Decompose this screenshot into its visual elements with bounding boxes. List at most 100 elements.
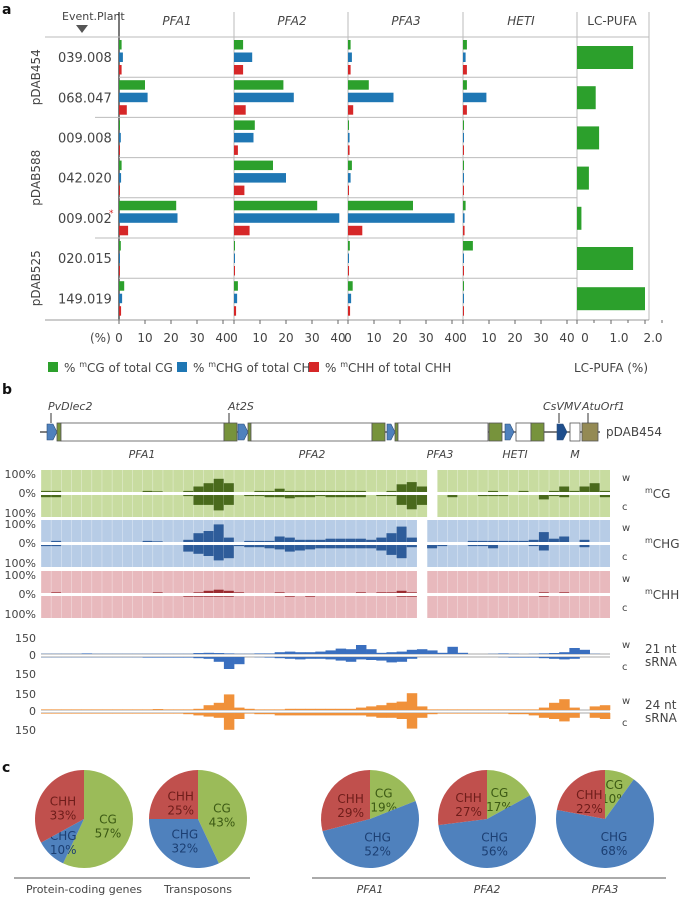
srna-bar-c bbox=[518, 657, 530, 658]
methylation-bar-c bbox=[203, 495, 214, 505]
srna-label-line2: sRNA bbox=[645, 711, 678, 725]
x-tick-label: 0 bbox=[115, 331, 123, 345]
pie-title: Protein-coding genes bbox=[26, 883, 142, 896]
srna-bar-w bbox=[101, 709, 113, 710]
y-label-bottom: 100% bbox=[5, 557, 36, 570]
srna-bar-c bbox=[345, 657, 357, 662]
x-tick-label: 30 bbox=[418, 331, 433, 345]
srna-bar-w bbox=[549, 653, 560, 654]
bar-pfa1-chh bbox=[119, 105, 127, 115]
srna-bar-c bbox=[223, 657, 235, 669]
y-label-top: 100% bbox=[5, 518, 36, 531]
bar-pfa3-chh bbox=[348, 266, 349, 276]
srna-bar-c bbox=[91, 713, 103, 714]
pie-slice-chh bbox=[556, 770, 605, 819]
pie-label-chh: CHH bbox=[455, 791, 481, 805]
panel-letter-a: a bbox=[2, 2, 11, 18]
methylation-bar-c bbox=[315, 495, 326, 497]
srna-bar-c bbox=[81, 713, 93, 714]
methylation-bar-w bbox=[274, 536, 285, 542]
srna-bar-c bbox=[193, 713, 204, 716]
methylation-bar-c bbox=[274, 545, 285, 550]
methylation-bar-w bbox=[345, 538, 356, 542]
srna-bar-c bbox=[305, 657, 316, 659]
srna-bar-c bbox=[284, 713, 296, 716]
pie-slice-chg bbox=[438, 795, 536, 868]
pie-slice-chg bbox=[322, 800, 419, 868]
methylation-bar-w bbox=[355, 538, 367, 542]
methylation-bar-w bbox=[183, 539, 194, 542]
srna-bar-c bbox=[264, 657, 275, 658]
bar-heti-chh bbox=[463, 65, 467, 75]
panel-letter-c: c bbox=[2, 760, 10, 776]
srna-bar-w bbox=[569, 648, 580, 654]
srna-bar-c bbox=[234, 713, 245, 719]
methylation-bar-w bbox=[244, 540, 255, 542]
bar-heti-chg bbox=[463, 132, 464, 143]
methylation-bar-c bbox=[355, 495, 367, 498]
event-label: 042.020 bbox=[58, 172, 112, 187]
pie-value-chg: 10% bbox=[50, 843, 77, 857]
pie-value-cg: 57% bbox=[95, 826, 122, 840]
bar-pfa1-cg bbox=[119, 281, 125, 291]
srna-bar-w bbox=[51, 709, 62, 710]
pie-label-chg: CHG bbox=[364, 830, 391, 844]
bar-pfa1-chg bbox=[119, 173, 122, 183]
methylation-bar-w bbox=[213, 524, 224, 542]
bar-lc-pufa bbox=[577, 46, 634, 69]
srna-bar-c bbox=[325, 713, 336, 716]
srna-bar-w bbox=[538, 653, 550, 654]
methylation-bar-c bbox=[305, 545, 316, 550]
bar-pfa3-cg bbox=[348, 120, 349, 130]
methylation-bar-w bbox=[152, 491, 163, 492]
bar-pfa2-chg bbox=[234, 213, 340, 223]
methylation-bar-c bbox=[477, 545, 489, 547]
srna-bar-w bbox=[254, 709, 265, 710]
lc-x-tick-label: 2.0 bbox=[643, 331, 662, 345]
methylation-bar-w bbox=[518, 490, 529, 492]
methylation-bar-w bbox=[528, 539, 539, 542]
methylation-bar-c bbox=[467, 545, 478, 547]
srna-bar-c bbox=[498, 713, 509, 714]
srna-bar-c bbox=[71, 713, 82, 714]
bar-heti-cg bbox=[463, 160, 464, 171]
methylation-bar-w bbox=[355, 490, 367, 492]
srna-bar-c bbox=[528, 713, 540, 716]
methylation-bar-w bbox=[142, 540, 153, 542]
methylation-bar-w bbox=[193, 533, 204, 542]
srna-bar-c bbox=[366, 657, 377, 660]
methylation-bar-c bbox=[254, 545, 265, 548]
srna-bar-c bbox=[203, 657, 215, 659]
srna-bar-w bbox=[223, 694, 235, 710]
bar-lc-pufa bbox=[577, 206, 582, 230]
legend-label-chh: % mCHH of total CHH bbox=[325, 360, 451, 375]
pie-label-chh: CHH bbox=[167, 790, 193, 804]
methylation-bar-c bbox=[264, 545, 275, 549]
strand-label-c: c bbox=[622, 502, 628, 513]
pvdlec2-promoter bbox=[46, 423, 58, 441]
x-tick-label: 40 bbox=[559, 331, 574, 345]
event-label: 009.002 bbox=[58, 212, 112, 227]
pie-title: PFA3 bbox=[592, 883, 619, 896]
bar-pfa2-chh bbox=[234, 266, 235, 276]
bar-pfa3-chg bbox=[348, 52, 352, 62]
srna-bar-w bbox=[528, 709, 540, 710]
pie-label-chg: CHG bbox=[172, 828, 199, 842]
methylation-bar-c bbox=[396, 545, 407, 559]
srna-bar-w bbox=[112, 709, 123, 710]
pie-label-chg: CHG bbox=[481, 830, 508, 844]
pie-label-cg: CG bbox=[375, 787, 393, 801]
srna-bar-c bbox=[549, 657, 560, 659]
methylation-bar-w bbox=[152, 541, 163, 542]
srna-bar-c bbox=[264, 713, 275, 715]
methylation-bar-c bbox=[325, 545, 336, 549]
srna-bar-w bbox=[355, 645, 367, 654]
x-tick-label: 0 bbox=[230, 331, 238, 345]
strand-label-w: w bbox=[622, 574, 630, 585]
construct-name: pDAB454 bbox=[606, 425, 662, 439]
srna-bar-w bbox=[203, 652, 215, 654]
methylation-bar-w bbox=[508, 540, 519, 542]
srna-bar-c bbox=[355, 713, 367, 716]
y-label-bottom: 100% bbox=[5, 608, 36, 621]
methylation-bar-w bbox=[223, 590, 235, 593]
